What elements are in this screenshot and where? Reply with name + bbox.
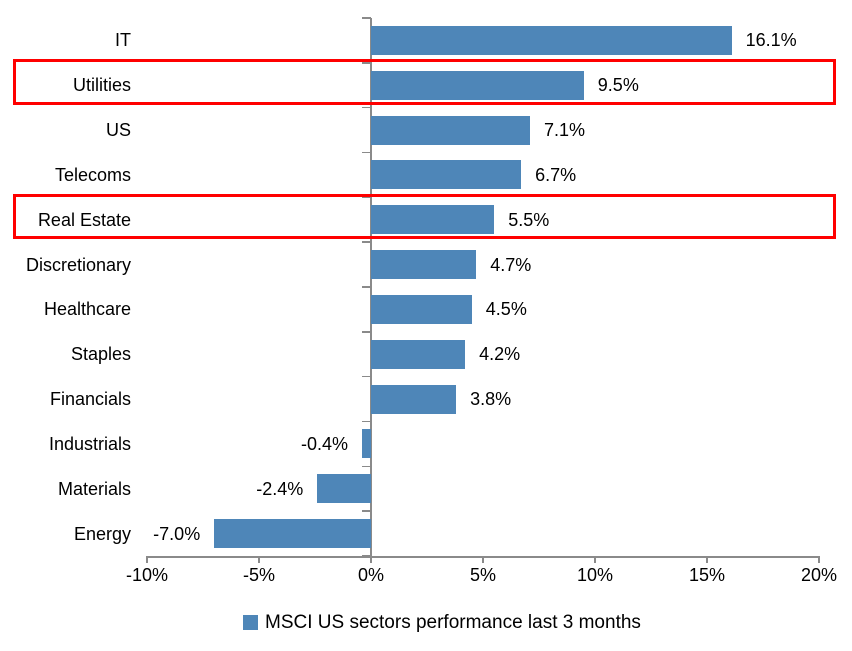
x-axis-tick: [258, 556, 260, 563]
bar-energy: [214, 519, 371, 549]
category-label-us: US: [105, 120, 131, 141]
value-label-healthcare: 4.5%: [485, 299, 527, 320]
category-axis-tick: [362, 62, 371, 64]
value-label-utilities: 9.5%: [597, 75, 639, 96]
value-label-industrials: -0.4%: [301, 433, 349, 454]
category-label-staples: Staples: [70, 344, 131, 365]
bar-healthcare: [371, 294, 472, 324]
value-label-telecoms: 6.7%: [535, 164, 577, 185]
category-label-it: IT: [115, 30, 131, 51]
x-tick-label--5-: -5%: [242, 565, 275, 585]
bar-it: [371, 25, 732, 55]
x-tick-label-20-: 20%: [800, 565, 838, 585]
bar-financials: [371, 384, 457, 414]
legend: MSCI US sectors performance last 3 month…: [243, 611, 641, 634]
highlight-box-real-estate: [13, 193, 836, 240]
highlight-box-utilities: [13, 59, 836, 105]
value-label-real-estate: 5.5%: [508, 209, 550, 230]
category-axis-tick: [362, 465, 371, 468]
x-tick-label-10-: 10%: [576, 565, 614, 585]
legend-swatch-icon: [243, 615, 258, 630]
x-tick-label-0-: 0%: [357, 565, 384, 585]
x-tick-label-15-: 15%: [688, 565, 726, 585]
category-axis-tick: [362, 151, 371, 154]
category-axis-tick: [362, 286, 371, 288]
x-axis-tick: [482, 556, 484, 563]
bar-discretionary: [371, 250, 477, 280]
category-axis-tick: [362, 241, 371, 243]
x-axis-tick: [594, 556, 596, 563]
bar-telecoms: [371, 160, 522, 190]
bar-us: [371, 115, 531, 145]
category-axis-tick: [362, 106, 371, 109]
x-axis-tick: [146, 556, 148, 563]
category-label-utilities: Utilities: [72, 75, 131, 96]
category-label-telecoms: Telecoms: [54, 164, 131, 185]
category-axis-line: [370, 18, 372, 556]
value-label-it: 16.1%: [745, 30, 797, 51]
category-axis-tick: [362, 331, 371, 333]
bar-utilities: [371, 70, 584, 100]
x-axis-tick: [818, 556, 820, 563]
x-tick-label--10-: -10%: [125, 565, 169, 585]
category-label-discretionary: Discretionary: [25, 254, 131, 275]
legend-label: MSCI US sectors performance last 3 month…: [265, 612, 641, 633]
category-axis-tick: [362, 196, 371, 199]
bar-staples: [371, 339, 466, 369]
category-label-healthcare: Healthcare: [43, 299, 131, 320]
category-label-industrials: Industrials: [48, 433, 131, 454]
value-label-staples: 4.2%: [479, 344, 521, 365]
category-axis-tick: [362, 375, 371, 378]
category-label-real-estate: Real Estate: [37, 209, 131, 230]
category-label-financials: Financials: [49, 389, 131, 410]
x-axis-tick: [706, 556, 708, 563]
bar-materials: [317, 474, 371, 504]
bar-industrials: [362, 429, 371, 459]
value-label-financials: 3.8%: [470, 389, 512, 410]
category-label-materials: Materials: [57, 478, 131, 499]
x-axis-tick: [370, 556, 372, 563]
bar-real-estate: [371, 205, 495, 235]
value-label-energy: -7.0%: [153, 523, 201, 544]
category-axis-tick: [362, 17, 371, 19]
value-label-us: 7.1%: [544, 120, 586, 141]
value-label-materials: -2.4%: [256, 478, 304, 499]
category-label-energy: Energy: [73, 523, 131, 544]
x-tick-label-5-: 5%: [469, 565, 496, 585]
category-axis-tick: [362, 510, 371, 512]
category-axis-tick: [362, 420, 371, 423]
value-label-discretionary: 4.7%: [490, 254, 532, 275]
